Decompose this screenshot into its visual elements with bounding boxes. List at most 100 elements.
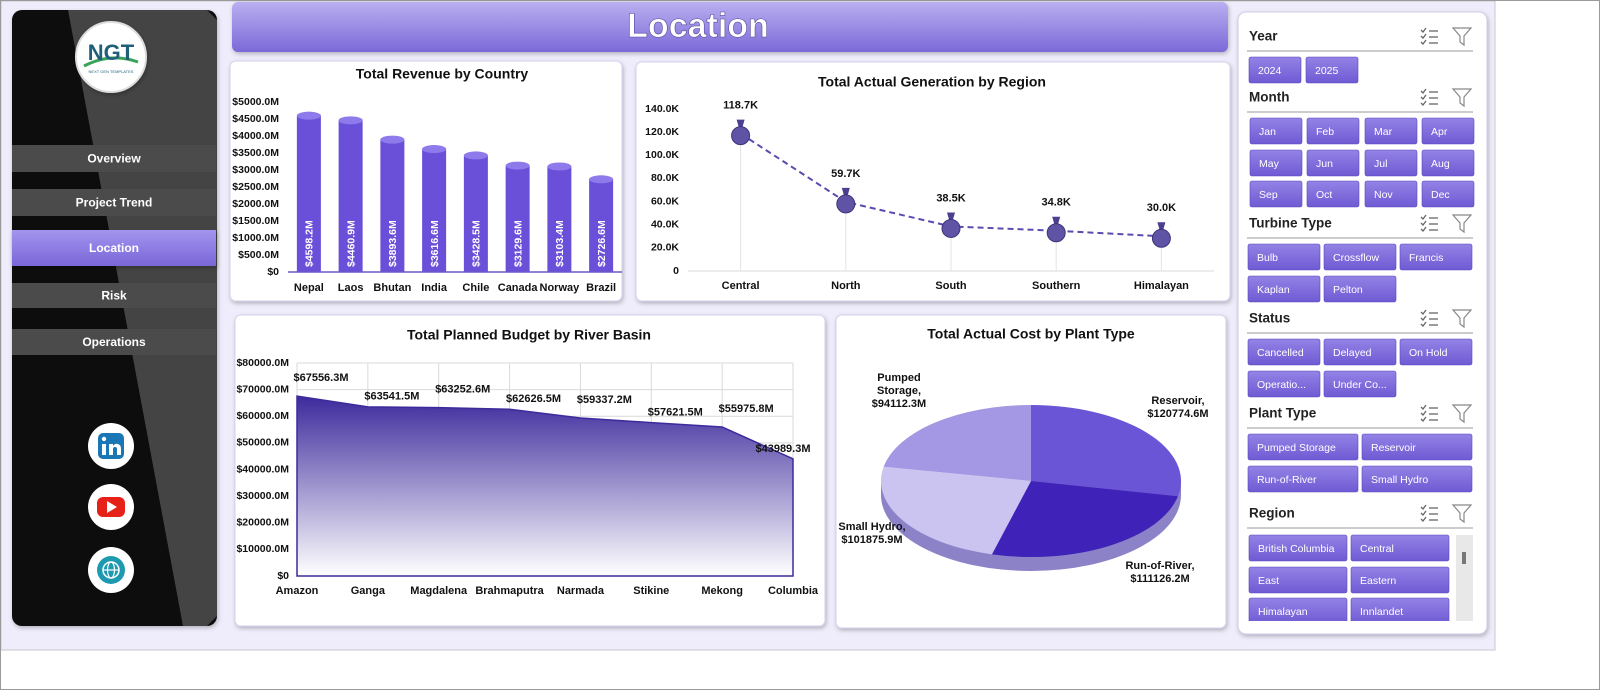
multi-select-icon[interactable] (1420, 27, 1438, 45)
bar-cap (296, 111, 321, 120)
icon-glyph (1420, 220, 1427, 226)
x-tick-label: Brahmaputra (475, 585, 544, 597)
slicer-button[interactable] (1421, 117, 1475, 145)
icon-glyph (1420, 27, 1427, 33)
clear-filter-icon[interactable] (1451, 27, 1473, 47)
icon-glyph (1420, 88, 1427, 94)
slicer-button[interactable] (1361, 465, 1473, 493)
linkedin-glyph (109, 443, 121, 455)
slicer-button-label: May (1259, 158, 1280, 170)
slicer-button-label: Cancelled (1257, 347, 1304, 359)
slicer-button-label: Pumped Storage (1257, 442, 1336, 454)
x-tick-label: Central (722, 280, 760, 292)
chart-title: Total Actual Cost by Plant Type (927, 326, 1135, 342)
bar (505, 165, 530, 272)
pie-slice (1031, 405, 1181, 497)
icon-glyph (1420, 416, 1427, 422)
multi-select-icon[interactable] (1420, 214, 1438, 232)
clear-filter-icon[interactable] (1451, 404, 1473, 424)
data-label: $59337.2M (577, 394, 632, 406)
data-label: $3428.5M (471, 220, 483, 267)
y-tick-label: $1000.0M (232, 232, 279, 244)
slicer-button[interactable] (1247, 433, 1359, 461)
data-label: 34.8K (1042, 197, 1071, 209)
bar (338, 120, 363, 272)
slicer-button-label: Innlandet (1360, 606, 1403, 618)
slicer-button[interactable] (1247, 370, 1321, 398)
scrollbar-thumb[interactable] (1462, 552, 1466, 564)
slicer-button-label: Nov (1374, 189, 1393, 201)
slicer-items: Bulb Crossflow Francis Kaplan Pelton (1247, 243, 1473, 303)
nav-button[interactable] (12, 329, 216, 355)
slicer-button-label: Reservoir (1371, 442, 1416, 454)
nav-button[interactable] (12, 145, 216, 172)
nav-button[interactable] (12, 283, 216, 308)
multi-select-icon[interactable] (1420, 88, 1438, 106)
icon-glyph (1420, 315, 1427, 321)
slicer-button[interactable] (1350, 534, 1450, 562)
slicer-button[interactable] (1323, 243, 1397, 271)
marker-knot (947, 212, 955, 220)
multi-select-icon[interactable] (1420, 404, 1438, 422)
slicer-items: Cancelled Delayed On Hold Operatio... Under … (1247, 338, 1473, 398)
bar-cap (547, 162, 572, 171)
bar (589, 179, 614, 272)
slicer-button[interactable] (1249, 149, 1303, 177)
slicer-button[interactable] (1247, 275, 1321, 303)
slicer-button[interactable] (1364, 149, 1418, 177)
chart-title: Total Actual Generation by Region (818, 74, 1046, 90)
slicer-button[interactable] (1249, 117, 1303, 145)
slicer-button[interactable] (1323, 370, 1397, 398)
data-label: $63252.6M (435, 383, 490, 395)
scrollbar-track[interactable] (1456, 535, 1473, 621)
slicer-button[interactable] (1249, 180, 1303, 208)
y-tick-label: $10000.0M (236, 543, 289, 555)
slicer-button[interactable] (1399, 243, 1473, 271)
slicer-button-label: Kaplan (1257, 284, 1290, 296)
data-label: $4598.2M (304, 220, 316, 267)
x-tick-label: Chile (462, 282, 489, 294)
slicer-button[interactable] (1306, 149, 1360, 177)
slicer-button[interactable] (1306, 117, 1360, 145)
slicer-button[interactable] (1248, 597, 1348, 624)
multi-select-icon[interactable] (1420, 309, 1438, 327)
slicer-button[interactable] (1421, 180, 1475, 208)
slicer-button[interactable] (1323, 338, 1397, 366)
slicer-button-label: Jan (1259, 126, 1276, 138)
y-tick-label: $4500.0M (232, 113, 279, 125)
slicer-button[interactable] (1247, 465, 1359, 493)
slicer-button[interactable] (1350, 566, 1450, 594)
icon-glyph (1420, 516, 1427, 522)
clear-filter-icon[interactable] (1451, 309, 1473, 329)
clear-filter-icon[interactable] (1451, 214, 1473, 234)
slicer-button[interactable] (1421, 149, 1475, 177)
slicer-button[interactable] (1361, 433, 1473, 461)
slicer-button[interactable] (1247, 243, 1321, 271)
slicer-button[interactable] (1350, 597, 1450, 624)
slicer-button[interactable] (1364, 117, 1418, 145)
data-label: $67556.3M (293, 372, 348, 384)
data-label: $3616.6M (429, 220, 441, 267)
slicer-button[interactable] (1306, 180, 1360, 208)
slicer-button[interactable] (1247, 338, 1321, 366)
marker (1046, 223, 1066, 243)
slicer-button[interactable] (1364, 180, 1418, 208)
clear-filter-icon[interactable] (1451, 504, 1473, 524)
x-tick-label: Narmada (557, 585, 605, 597)
slicer-button[interactable] (1248, 56, 1302, 84)
data-label: $4460.9M (345, 220, 357, 267)
slicer-button[interactable] (1399, 338, 1473, 366)
y-tick-label: 80.0K (651, 172, 679, 184)
slicer-button[interactable] (1305, 56, 1359, 84)
y-tick-label: $60000.0M (236, 410, 289, 422)
multi-select-icon[interactable] (1420, 504, 1438, 522)
x-tick-label: Amazon (276, 585, 319, 597)
data-label: $57621.5M (648, 406, 703, 418)
nav-button[interactable] (12, 230, 216, 266)
clear-filter-icon[interactable] (1451, 88, 1473, 108)
pie-slice (991, 481, 1178, 557)
slicer-button[interactable] (1323, 275, 1397, 303)
slicer-button[interactable] (1248, 534, 1348, 562)
nav-button[interactable] (12, 189, 216, 216)
slicer-button[interactable] (1248, 566, 1348, 594)
